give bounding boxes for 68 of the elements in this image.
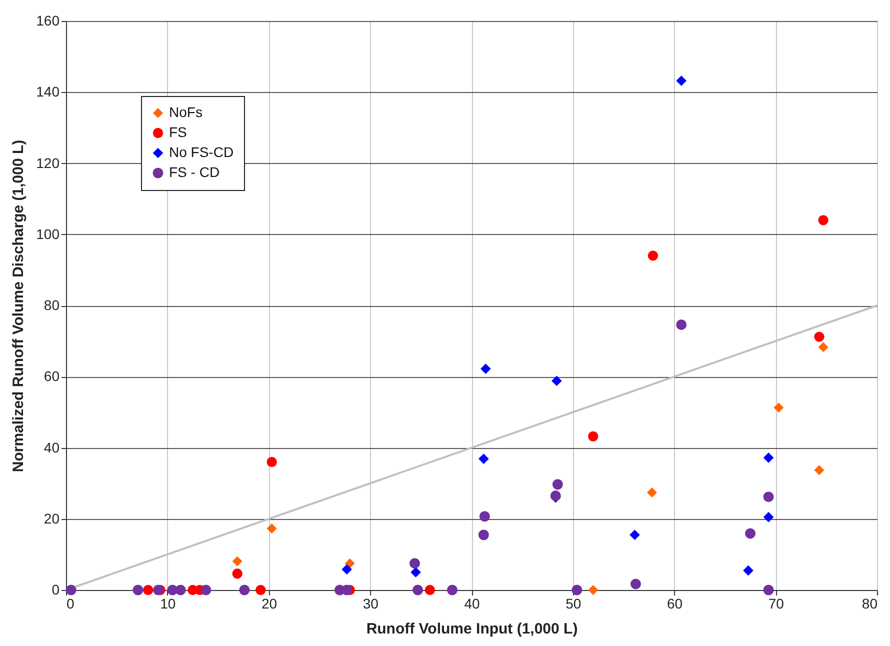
point — [648, 250, 658, 261]
point — [266, 456, 277, 468]
x-tick-label: 10 — [160, 596, 176, 612]
y-tick-label: 20 — [44, 510, 60, 526]
y-tick-label: 160 — [36, 12, 60, 28]
x-tick-label: 30 — [362, 596, 379, 612]
point — [200, 584, 212, 596]
point — [630, 578, 641, 590]
point — [232, 556, 242, 566]
point — [551, 376, 562, 386]
point — [572, 584, 582, 596]
point — [409, 558, 420, 569]
point — [552, 479, 563, 490]
point — [479, 511, 490, 522]
point — [424, 584, 436, 596]
point — [676, 76, 687, 86]
x-tick-label: 0 — [66, 596, 74, 612]
point — [588, 585, 598, 595]
point — [342, 584, 352, 596]
y-tick-label: 0 — [52, 582, 60, 598]
point — [175, 584, 186, 596]
x-tick-label: 40 — [464, 596, 480, 612]
y-tick-label: 120 — [36, 154, 60, 171]
point — [814, 465, 824, 476]
point — [232, 568, 242, 579]
point — [763, 512, 774, 522]
y-tick-label: 60 — [44, 368, 60, 384]
x-tick-label: 70 — [768, 596, 784, 612]
point — [480, 364, 491, 374]
point — [412, 584, 424, 596]
point — [774, 402, 784, 413]
point — [763, 584, 774, 596]
point — [266, 523, 277, 534]
y-tick-label: 80 — [44, 297, 60, 313]
legend-label: NoFs — [169, 104, 202, 120]
x-tick-label: 80 — [862, 596, 878, 612]
point — [745, 528, 756, 539]
point — [478, 454, 489, 464]
point — [763, 492, 774, 502]
x-tick-label: 60 — [666, 596, 683, 612]
x-axis-title: Runoff Volume Input (1,000 L) — [366, 620, 578, 638]
point — [630, 530, 640, 540]
point — [676, 319, 687, 330]
point — [143, 584, 154, 596]
point — [132, 584, 144, 596]
point — [818, 342, 828, 352]
legend-label: No FS-CD — [169, 144, 234, 160]
point — [646, 488, 657, 498]
point — [814, 332, 824, 342]
legend-label: FS — [169, 124, 187, 140]
x-tick-label: 20 — [261, 596, 278, 612]
point — [446, 584, 458, 596]
point — [239, 584, 250, 596]
point — [818, 215, 828, 226]
point — [256, 584, 266, 596]
y-tick-label: 140 — [36, 84, 60, 100]
point — [342, 564, 352, 575]
point — [66, 584, 76, 596]
x-tick-label: 50 — [566, 596, 582, 612]
point — [410, 567, 421, 578]
point — [763, 452, 774, 463]
point — [478, 530, 489, 540]
y-axis-title: Normalized Runoff Volume Discharge (1,000 L) — [10, 140, 28, 472]
point — [588, 431, 598, 442]
y-tick-label: 40 — [44, 439, 60, 456]
point — [743, 565, 754, 576]
y-tick-label: 100 — [36, 226, 60, 242]
legend-label: FS - CD — [169, 164, 220, 180]
